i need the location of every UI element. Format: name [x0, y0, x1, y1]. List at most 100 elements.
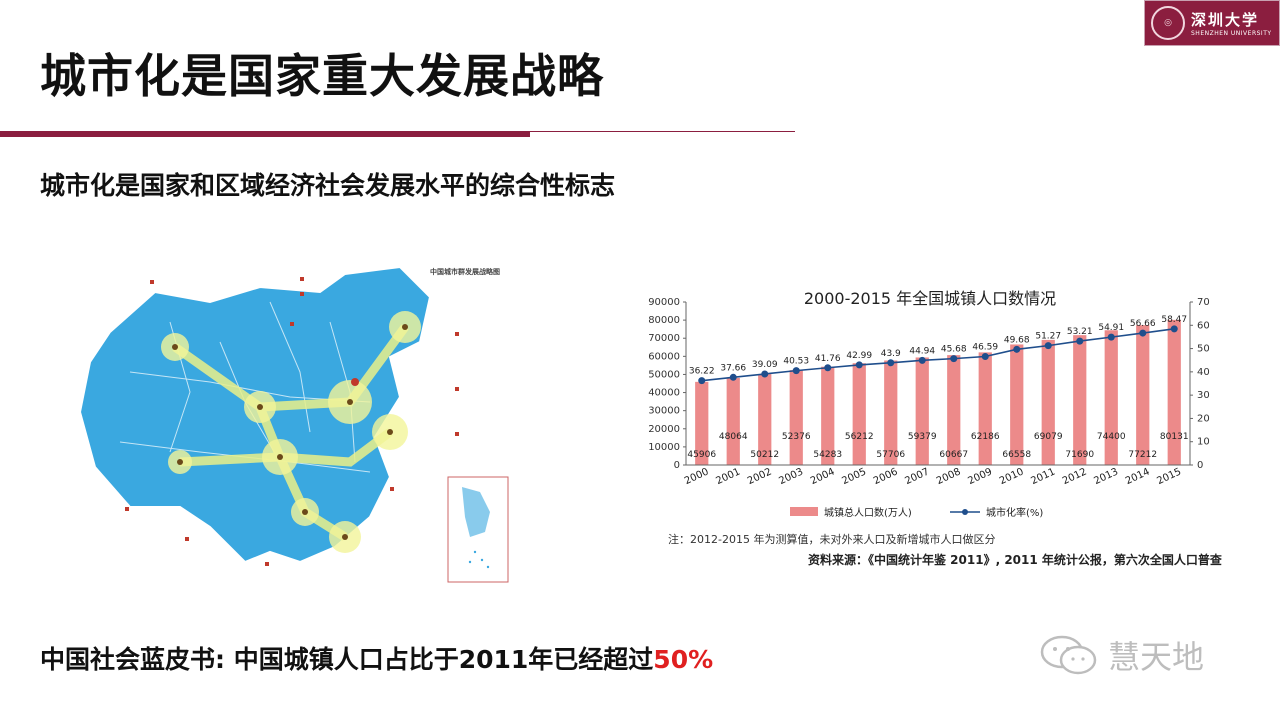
y-tick-label-left: 70000	[648, 333, 680, 344]
line-point	[698, 377, 706, 385]
line-value-label: 36.22	[689, 367, 715, 377]
bar-value-label: 48064	[719, 432, 748, 442]
y-tick-label-right: 60	[1197, 320, 1210, 331]
y-tick-label-left: 50000	[648, 369, 680, 380]
watermark-text: 慧天地	[1108, 638, 1205, 676]
line-value-label: 54.91	[1098, 323, 1124, 333]
y-tick-label-left: 80000	[648, 315, 680, 326]
x-tick-label: 2012	[1061, 466, 1089, 487]
bottom-statement: 中国社会蓝皮书: 中国城镇人口占比于2011年已经超过50%	[40, 640, 713, 676]
accent-line	[530, 131, 795, 132]
y-tick-label-left: 20000	[648, 424, 680, 435]
legend-swatch-bar	[790, 507, 818, 516]
line-point	[950, 355, 958, 363]
slide-title: 城市化是国家重大发展战略	[40, 49, 604, 103]
line-value-label: 40.53	[783, 357, 809, 367]
line-value-label: 39.09	[752, 360, 778, 370]
legend-swatch-point	[962, 509, 968, 515]
bar	[884, 360, 898, 465]
x-tick-label: 2001	[714, 466, 742, 487]
y-tick-label-right: 30	[1197, 390, 1210, 401]
bar-value-label: 59379	[908, 432, 937, 442]
bottom-highlight: 50%	[653, 645, 714, 674]
y-tick-label-left: 40000	[648, 388, 680, 399]
y-tick-label-right: 10	[1197, 437, 1210, 448]
legend-label-line: 城市化率(%)	[986, 506, 1043, 519]
y-tick-label-right: 20	[1197, 413, 1210, 424]
logo-name-cn: 深圳大学	[1191, 11, 1260, 29]
line-value-label: 42.99	[846, 351, 872, 361]
bar	[1010, 344, 1024, 465]
line-point	[761, 370, 769, 378]
line-value-label: 53.21	[1067, 327, 1093, 337]
legend-label-bar: 城镇总人口数(万人)	[824, 506, 912, 519]
bar-value-label: 80131	[1160, 432, 1189, 442]
x-tick-label: 2015	[1155, 466, 1183, 487]
bar	[1041, 339, 1055, 465]
y-tick-label-left: 30000	[648, 406, 680, 417]
line-value-label: 41.76	[815, 354, 841, 364]
x-tick-label: 2006	[872, 466, 900, 487]
bar	[821, 366, 835, 465]
line-point	[887, 359, 895, 367]
bar-value-label: 77212	[1128, 450, 1157, 460]
bar-value-label: 62186	[971, 432, 1000, 442]
line-value-label: 58.47	[1161, 315, 1187, 325]
university-seal-icon: ◎	[1151, 6, 1185, 40]
line-value-label: 44.94	[909, 346, 935, 356]
line-point	[1076, 337, 1084, 345]
bar-value-label: 52376	[782, 432, 811, 442]
chart-title: 2000-2015 年全国城镇人口数情况	[804, 289, 1056, 308]
bar-value-label: 71690	[1065, 450, 1094, 460]
line-value-label: 45.68	[941, 345, 967, 355]
bar-value-label: 74400	[1097, 432, 1126, 442]
line-value-label: 56.66	[1130, 319, 1156, 329]
y-tick-label-left: 0	[674, 460, 680, 471]
line-point	[792, 367, 800, 375]
bar	[1136, 325, 1150, 465]
x-tick-label: 2008	[935, 466, 963, 487]
x-tick-label: 2014	[1124, 466, 1152, 487]
bar	[915, 357, 929, 465]
y-tick-label-left: 60000	[648, 351, 680, 362]
bar-value-label: 69079	[1034, 432, 1063, 442]
line-point	[824, 364, 832, 372]
bar	[789, 370, 803, 465]
bar	[758, 374, 772, 465]
y-tick-label-left: 10000	[648, 442, 680, 453]
y-tick-label-right: 0	[1197, 460, 1203, 471]
x-tick-label: 2000	[683, 466, 711, 487]
bar	[1073, 335, 1087, 465]
university-logo: ◎ 深圳大学 SHENZHEN UNIVERSITY	[1144, 0, 1280, 46]
line-point	[729, 373, 737, 381]
x-tick-label: 2013	[1092, 466, 1120, 487]
y-tick-label-left: 90000	[648, 297, 680, 308]
bar-value-label: 45906	[687, 450, 716, 460]
bar	[1104, 330, 1118, 465]
line-point	[1107, 333, 1115, 341]
line-point	[1170, 325, 1178, 333]
line-point	[855, 361, 863, 369]
map-title: 中国城市群发展战略图	[430, 267, 500, 276]
wechat-icon	[1040, 635, 1097, 675]
china-map-illustration: 中国城市群发展战略图	[78, 265, 509, 583]
line-point	[1044, 342, 1052, 350]
bar-value-label: 56212	[845, 432, 874, 442]
bar	[947, 355, 961, 465]
line-value-label: 46.59	[972, 343, 998, 353]
y-tick-label-right: 70	[1197, 297, 1210, 308]
line-value-label: 43.9	[881, 349, 901, 359]
line-value-label: 49.68	[1004, 335, 1030, 345]
line-point	[918, 356, 926, 364]
bar	[978, 352, 992, 465]
x-tick-label: 2002	[746, 466, 774, 487]
series-line	[701, 328, 1175, 382]
x-tick-label: 2007	[903, 466, 931, 487]
bar-value-label: 66558	[1002, 450, 1031, 460]
bar	[852, 363, 866, 465]
slide-subtitle: 城市化是国家和区域经济社会发展水平的综合性标志	[40, 171, 616, 200]
bar-value-label: 60667	[939, 450, 968, 460]
bar-value-label: 50212	[750, 450, 779, 460]
accent-bar	[0, 131, 530, 137]
line-point	[981, 353, 989, 361]
